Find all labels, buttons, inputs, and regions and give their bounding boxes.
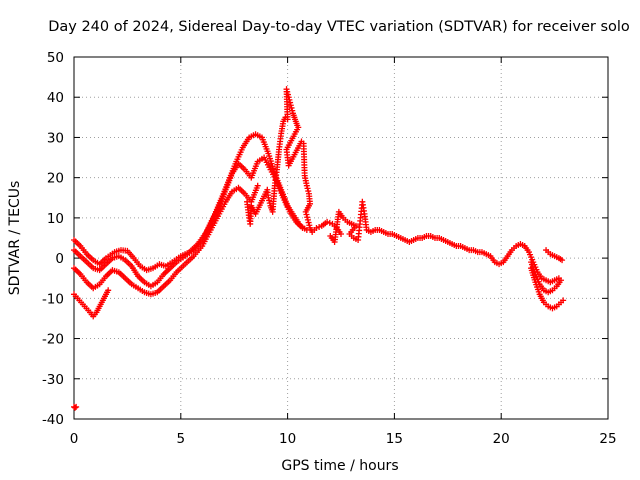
data-point <box>302 208 309 215</box>
y-tick-label: 20 <box>47 171 64 187</box>
data-point <box>559 257 566 264</box>
y-tick-label: 40 <box>47 90 64 106</box>
data-point <box>284 88 291 95</box>
chart-title: Day 240 of 2024, Sidereal Day-to-day VTE… <box>48 19 630 35</box>
data-point <box>558 277 565 284</box>
y-tick-label: 30 <box>47 130 64 146</box>
data-point <box>283 86 290 93</box>
x-tick-label: 10 <box>279 431 296 447</box>
x-tick-label: 20 <box>493 431 510 447</box>
data-point <box>288 104 295 111</box>
data-point <box>254 182 261 189</box>
data-point <box>324 218 331 225</box>
series-track-b <box>71 154 306 290</box>
data-point <box>105 287 112 294</box>
data-point <box>266 197 273 204</box>
data-point <box>305 188 312 195</box>
plot-frame <box>73 56 609 420</box>
series-track-i <box>543 247 566 264</box>
series-track-c <box>71 182 261 298</box>
data-point <box>304 214 311 221</box>
data-point <box>265 194 272 201</box>
y-axis-label: SDTVAR / TECUs <box>7 181 23 296</box>
data-point <box>338 230 344 237</box>
y-tick-label: -10 <box>42 291 64 307</box>
y-tick-label: 10 <box>47 211 64 227</box>
data-point <box>303 211 310 218</box>
x-tick-label: 5 <box>177 431 186 447</box>
data-point <box>73 403 80 410</box>
series-outlier <box>71 403 80 411</box>
data-points <box>71 86 567 411</box>
y-tick-label: 0 <box>55 251 64 267</box>
data-point <box>287 99 294 106</box>
data-point <box>304 185 311 192</box>
data-point <box>326 219 333 226</box>
data-point <box>306 222 313 229</box>
y-tick-labels: -40 -30 -20 -10 0 10 20 30 40 50 <box>42 50 64 428</box>
data-point <box>266 200 273 207</box>
data-point <box>299 224 306 231</box>
x-tick-label: 15 <box>386 431 403 447</box>
series-track-d <box>71 287 112 320</box>
x-axis-label: GPS time / hours <box>281 458 398 474</box>
data-point <box>305 219 312 226</box>
y-tick-label: -40 <box>42 412 64 428</box>
axis-ticks <box>73 56 609 420</box>
series-track-e <box>244 86 344 237</box>
series-track-h <box>528 265 567 312</box>
y-tick-label: -20 <box>42 332 64 348</box>
data-point <box>286 96 293 103</box>
data-point <box>313 224 320 231</box>
data-point <box>303 182 310 189</box>
data-point <box>316 223 323 230</box>
x-tick-label: 0 <box>70 431 79 447</box>
data-point <box>72 404 79 411</box>
series-track-g <box>528 259 565 296</box>
x-tick-labels: 0 5 10 15 20 25 <box>70 431 617 447</box>
data-point <box>289 107 296 114</box>
grid-lines <box>74 57 608 419</box>
data-point <box>287 102 294 109</box>
data-point <box>285 94 292 101</box>
data-point <box>304 216 311 223</box>
series-track-f <box>327 198 562 286</box>
data-point <box>560 297 567 304</box>
x-tick-label: 25 <box>599 431 616 447</box>
data-point <box>284 91 291 98</box>
y-tick-label: -30 <box>42 372 64 388</box>
y-tick-label: 50 <box>47 50 64 66</box>
